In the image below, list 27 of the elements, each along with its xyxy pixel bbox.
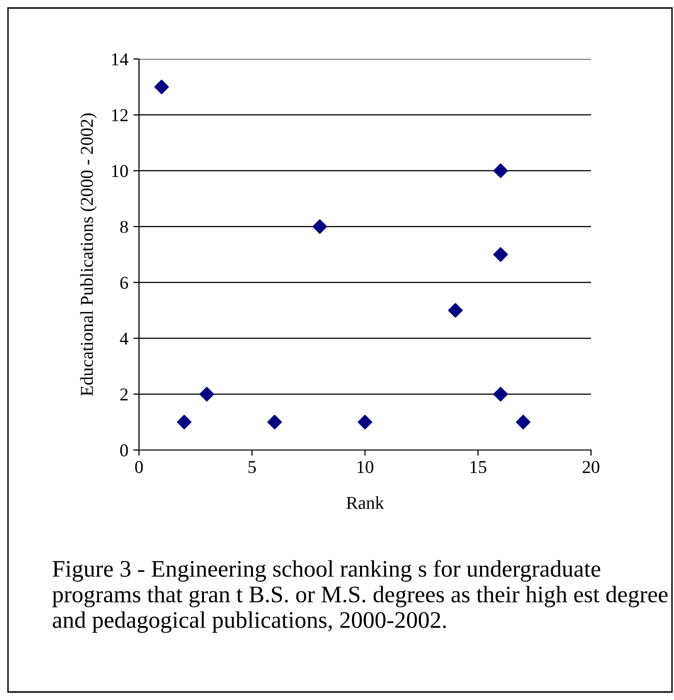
x-tick-label: 5 [248,461,256,474]
y-tick-label: 12 [112,109,128,122]
y-tick-label: 10 [112,164,128,178]
point [176,414,192,430]
point [493,163,508,178]
point [200,386,214,402]
y-tick-label: 4 [120,332,128,345]
x-tick-label: 15 [470,461,486,474]
caption: Figure 3 - Engineering school ranking s for undergraduate programs that gran t B.S. or M.S. degrees as their high est degree and pedagogical publications, 2000-2002. [52,560,668,633]
point [267,414,282,430]
point [448,303,463,318]
y-tick-label: 6 [120,276,128,289]
y-tick-label: 8 [120,220,128,234]
point [312,219,328,234]
y-tick-label: 0 [120,444,128,456]
x-axis-title: Rank [346,496,384,509]
y-tick-label: 2 [120,388,128,400]
y-tick-label: 14 [112,53,128,66]
x-tick-label: 20 [582,460,600,474]
point [493,247,508,262]
point [358,414,372,430]
x-tick-label: 0 [135,460,143,474]
x-tick-label: 10 [358,460,374,474]
point [493,386,508,402]
point [516,414,530,430]
y-axis-title: Educational Publications (2000 - 2002) [80,113,97,396]
point [154,80,169,94]
